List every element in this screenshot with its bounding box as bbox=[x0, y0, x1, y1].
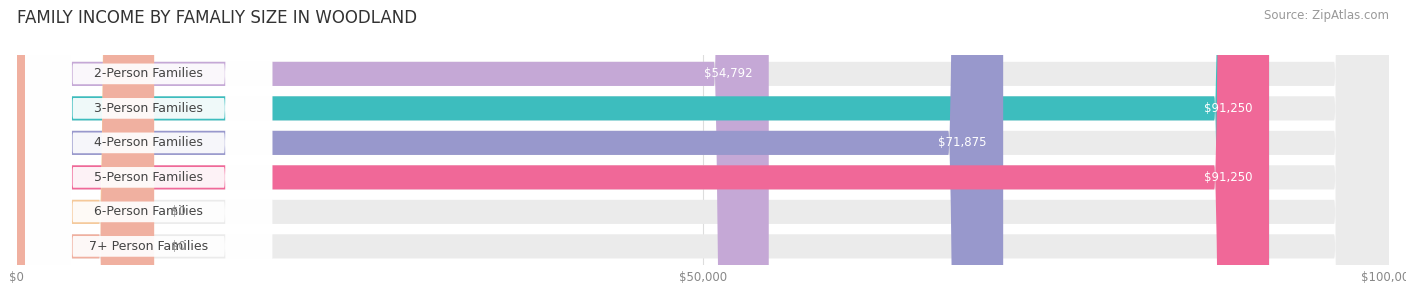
FancyBboxPatch shape bbox=[25, 0, 273, 305]
FancyBboxPatch shape bbox=[25, 0, 273, 305]
Text: $0: $0 bbox=[170, 240, 186, 253]
Text: 5-Person Families: 5-Person Families bbox=[94, 171, 202, 184]
FancyBboxPatch shape bbox=[17, 0, 155, 305]
Text: $91,250: $91,250 bbox=[1204, 171, 1253, 184]
FancyBboxPatch shape bbox=[17, 0, 1389, 305]
Text: 3-Person Families: 3-Person Families bbox=[94, 102, 202, 115]
FancyBboxPatch shape bbox=[17, 0, 1389, 305]
FancyBboxPatch shape bbox=[17, 0, 1389, 305]
Text: FAMILY INCOME BY FAMALIY SIZE IN WOODLAND: FAMILY INCOME BY FAMALIY SIZE IN WOODLAN… bbox=[17, 9, 418, 27]
FancyBboxPatch shape bbox=[25, 0, 273, 305]
FancyBboxPatch shape bbox=[17, 0, 1270, 305]
Text: $91,250: $91,250 bbox=[1204, 102, 1253, 115]
FancyBboxPatch shape bbox=[25, 0, 273, 305]
Text: $54,792: $54,792 bbox=[703, 67, 752, 81]
Text: 6-Person Families: 6-Person Families bbox=[94, 205, 202, 218]
Text: $0: $0 bbox=[170, 205, 186, 218]
Text: 7+ Person Families: 7+ Person Families bbox=[89, 240, 208, 253]
Text: $71,875: $71,875 bbox=[938, 136, 987, 149]
Text: Source: ZipAtlas.com: Source: ZipAtlas.com bbox=[1264, 9, 1389, 22]
Text: 4-Person Families: 4-Person Families bbox=[94, 136, 202, 149]
FancyBboxPatch shape bbox=[17, 0, 155, 305]
FancyBboxPatch shape bbox=[17, 0, 1004, 305]
FancyBboxPatch shape bbox=[25, 0, 273, 305]
FancyBboxPatch shape bbox=[17, 0, 1389, 305]
Text: 2-Person Families: 2-Person Families bbox=[94, 67, 202, 81]
FancyBboxPatch shape bbox=[17, 0, 769, 305]
FancyBboxPatch shape bbox=[17, 0, 1270, 305]
FancyBboxPatch shape bbox=[17, 0, 1389, 305]
FancyBboxPatch shape bbox=[17, 0, 1389, 305]
FancyBboxPatch shape bbox=[25, 0, 273, 305]
